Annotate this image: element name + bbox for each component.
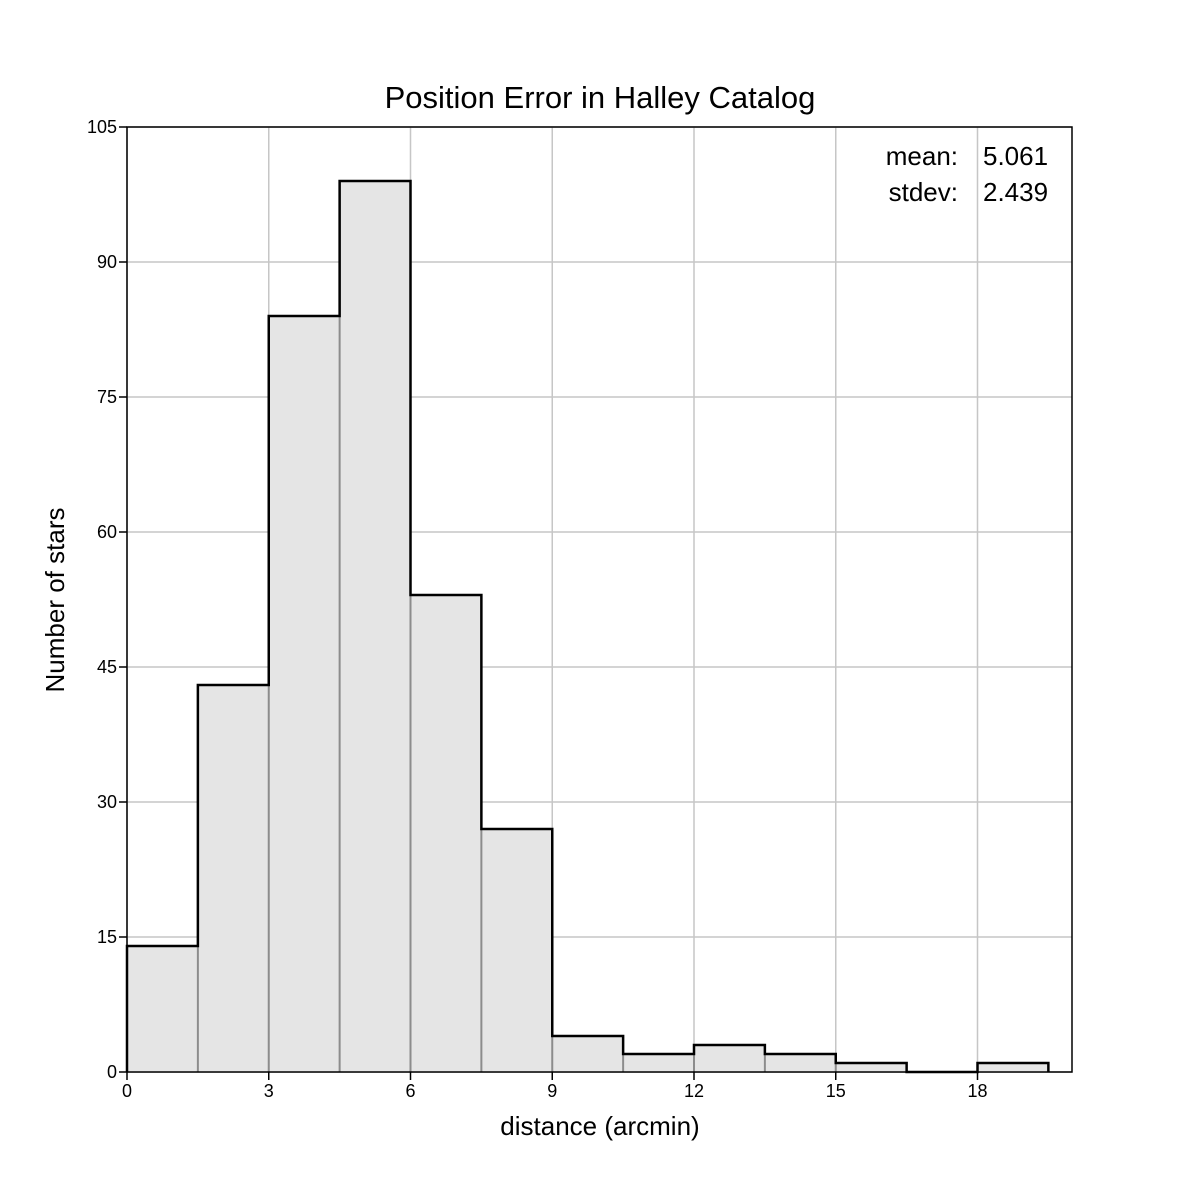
- y-tick-label-2: 30: [97, 792, 117, 812]
- stat-value-1: 2.439: [983, 177, 1048, 207]
- stat-value-0: 5.061: [983, 141, 1048, 171]
- histogram-bar-9: [764, 1054, 836, 1072]
- stats-box: mean: 5.061 stdev: 2.439: [886, 141, 1048, 207]
- x-tick-label-1: 3: [264, 1081, 274, 1101]
- y-tick-label-5: 75: [97, 387, 117, 407]
- x-tick-label-3: 9: [547, 1081, 557, 1101]
- x-tick-label-6: 18: [967, 1081, 987, 1101]
- histogram-bar-2: [268, 316, 340, 1072]
- histogram-bar-1: [197, 685, 269, 1072]
- histogram-bar-6: [552, 1036, 624, 1072]
- y-tick-label-6: 90: [97, 252, 117, 272]
- histogram-bar-8: [694, 1045, 765, 1072]
- histogram-outline: [125, 179, 1050, 1074]
- axis-ticks: 0 3 6 9 12 15 18 0 15 30 45 60 75 90 105: [87, 117, 988, 1101]
- x-tick-label-5: 15: [826, 1081, 846, 1101]
- histogram-bar-0: [127, 946, 198, 1072]
- histogram-bar-5: [481, 829, 553, 1072]
- y-tick-label-1: 15: [97, 927, 117, 947]
- x-tick-label-0: 0: [122, 1081, 132, 1101]
- histogram-bar-7: [623, 1054, 694, 1072]
- x-tick-label-2: 6: [405, 1081, 415, 1101]
- x-axis-label: distance (arcmin): [500, 1111, 699, 1141]
- chart-title: Position Error in Halley Catalog: [385, 80, 816, 115]
- histogram-bar-10: [835, 1063, 907, 1072]
- histogram-bar-4: [410, 595, 482, 1072]
- y-tick-label-0: 0: [107, 1062, 117, 1082]
- stat-label-0: mean:: [886, 141, 958, 171]
- x-tick-label-4: 12: [684, 1081, 704, 1101]
- y-tick-label-3: 45: [97, 657, 117, 677]
- y-tick-label-4: 60: [97, 522, 117, 542]
- plot-frame: [126, 126, 1073, 1073]
- histogram-bar-3: [339, 181, 411, 1072]
- histogram-bar-12: [977, 1063, 1049, 1072]
- y-tick-label-7: 105: [87, 117, 117, 137]
- bars: [127, 181, 1049, 1072]
- y-axis-label: Number of stars: [40, 508, 70, 693]
- stat-label-1: stdev:: [889, 177, 958, 207]
